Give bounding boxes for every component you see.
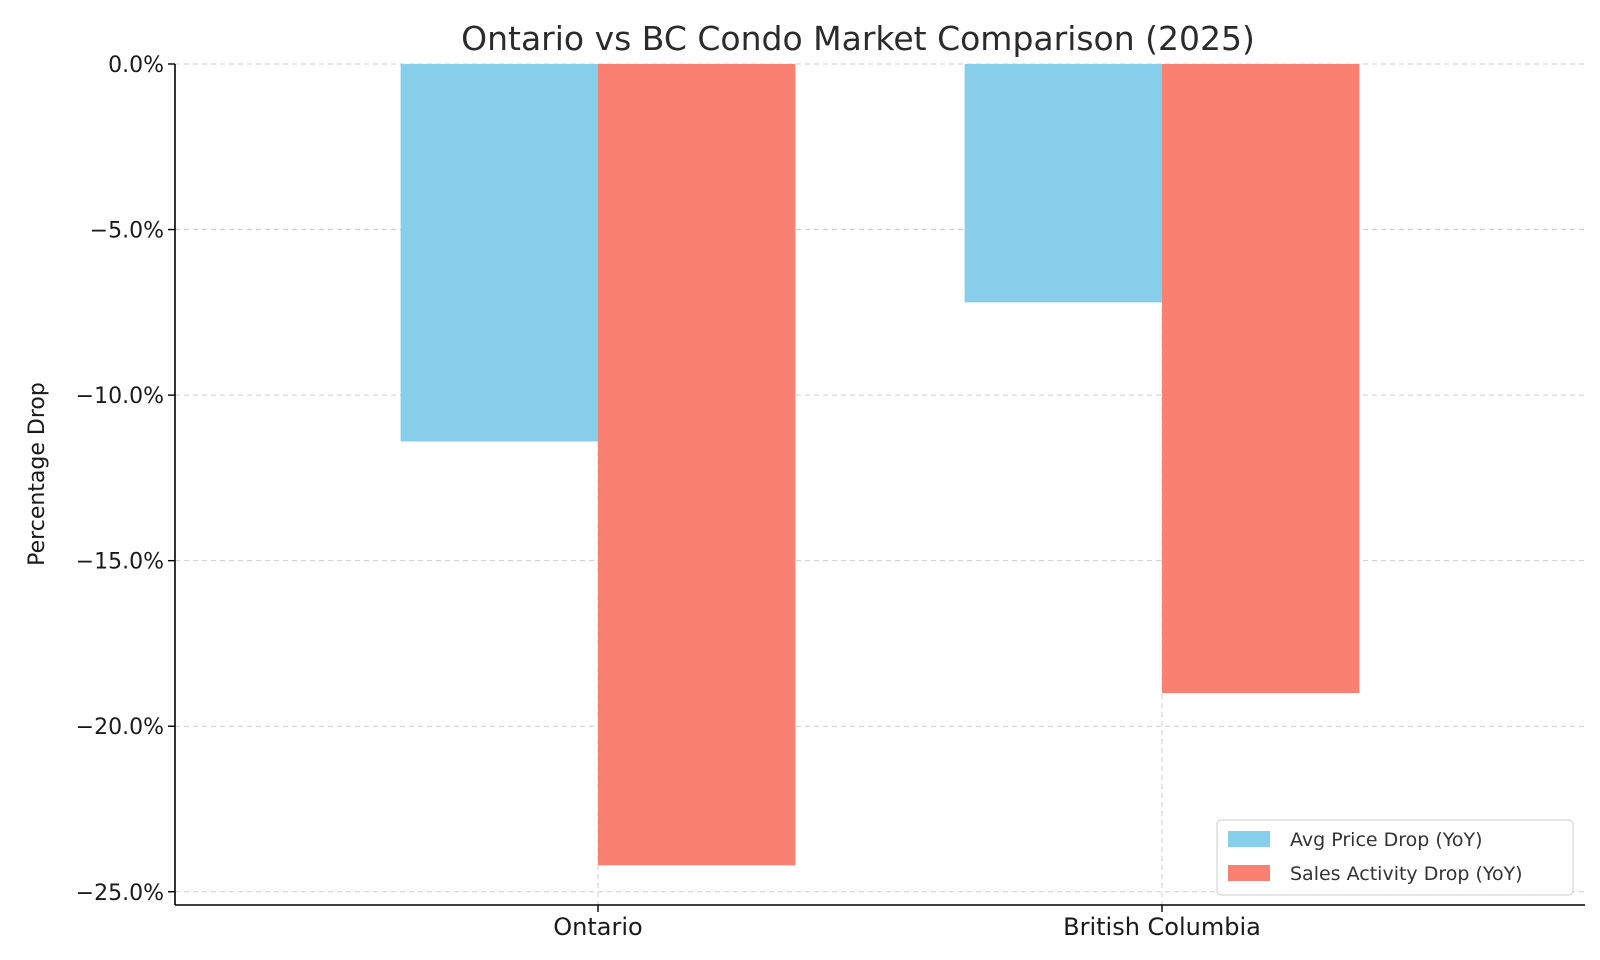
bar-avg-price-drop-0 [400,64,598,442]
legend-box [1216,819,1574,896]
y-tick-label: −10.0% [76,384,164,409]
y-tick-label: 0.0% [108,53,164,78]
chart-title: Ontario vs BC Condo Market Comparison (2… [461,19,1255,58]
legend-label-sales-activity-drop: Sales Activity Drop (YoY) [1290,863,1523,885]
x-ticks: Ontario British Columbia [553,905,1261,941]
x-tick-label: British Columbia [1063,913,1261,941]
y-axis-label: Percentage Drop [25,382,50,566]
legend-label-avg-price-drop: Avg Price Drop (YoY) [1290,829,1483,851]
bar-avg-price-drop-1 [964,64,1162,303]
y-tick-label: −5.0% [90,219,164,244]
bar-sales-activity-drop-1 [1162,64,1360,694]
x-tick-label: Ontario [553,913,642,941]
legend-swatch-sales-activity-drop [1228,865,1270,881]
y-ticks: 0.0% −5.0% −10.0% −15.0% −20.0% −25.0% [76,53,175,906]
bar-sales-activity-drop-0 [598,64,796,866]
y-tick-label: −20.0% [76,715,164,740]
bars [400,64,1360,866]
y-tick-label: −15.0% [76,550,164,575]
legend: Avg Price Drop (YoY) Sales Activity Drop… [1216,819,1574,896]
legend-swatch-avg-price-drop [1228,831,1270,847]
y-tick-label: −25.0% [76,881,164,906]
grid [175,63,1585,905]
